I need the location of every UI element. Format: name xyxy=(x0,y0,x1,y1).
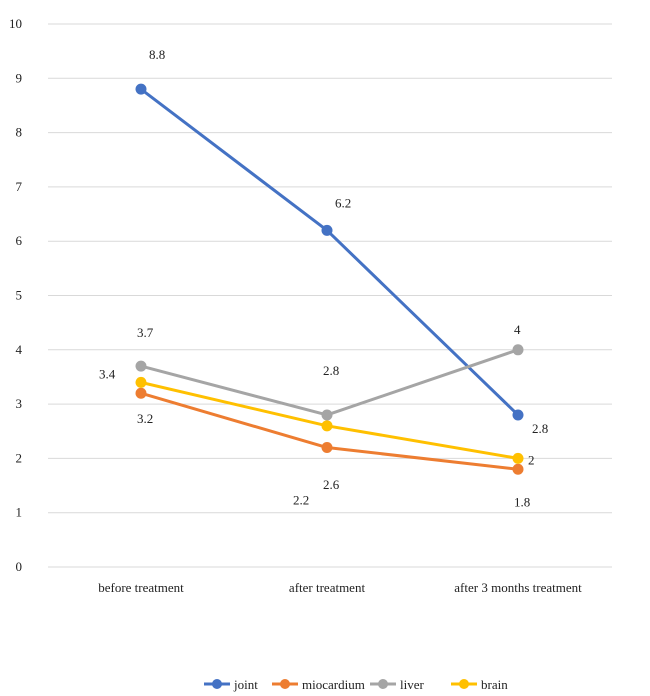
point-miocardium-1 xyxy=(321,442,333,454)
point-brain-0 xyxy=(135,376,147,388)
point-joint-1 xyxy=(321,224,333,236)
data-label-joint-2: 2.8 xyxy=(532,421,548,436)
data-label-brain-2: 2 xyxy=(528,452,535,467)
legend-swatch-marker-brain xyxy=(459,679,469,689)
data-label-brain-0: 3.4 xyxy=(99,366,116,381)
data-label-joint-0: 8.8 xyxy=(149,47,165,62)
x-axis: before treatment after treatment after 3 m… xyxy=(98,580,582,595)
point-miocardium-0 xyxy=(135,387,147,399)
data-label-brain-1: 2.6 xyxy=(323,477,340,492)
point-liver-0 xyxy=(135,360,147,372)
legend: joint miocardium liver brain xyxy=(204,677,508,692)
point-miocardium-2 xyxy=(512,463,524,475)
legend-swatch-marker-miocardium xyxy=(280,679,290,689)
legend-label-joint: joint xyxy=(233,677,258,692)
y-axis: 0 1 2 3 4 5 6 7 8 9 10 xyxy=(9,16,23,574)
gridlines xyxy=(48,23,612,568)
x-tick-label-0: before treatment xyxy=(98,580,184,595)
legend-item-joint: joint xyxy=(204,677,258,692)
y-tick-label-7: 7 xyxy=(16,179,23,194)
data-label-liver-0: 3.7 xyxy=(137,325,154,340)
data-label-miocardium-2: 1.8 xyxy=(514,494,530,509)
point-brain-1 xyxy=(321,420,333,432)
data-label-miocardium-1: 2.2 xyxy=(293,493,309,508)
point-joint-2 xyxy=(512,409,524,421)
y-tick-label-2: 2 xyxy=(16,450,23,465)
y-tick-label-3: 3 xyxy=(16,396,23,411)
series-lines xyxy=(135,83,524,475)
legend-item-brain: brain xyxy=(451,677,508,692)
legend-label-miocardium: miocardium xyxy=(302,677,365,692)
y-tick-label-4: 4 xyxy=(16,342,23,357)
point-brain-2 xyxy=(512,452,524,464)
legend-swatch-marker-joint xyxy=(212,679,222,689)
legend-swatch-marker-liver xyxy=(378,679,388,689)
data-label-joint-1: 6.2 xyxy=(335,195,351,210)
legend-item-liver: liver xyxy=(370,677,424,692)
y-tick-label-1: 1 xyxy=(16,505,23,520)
y-tick-label-5: 5 xyxy=(16,288,23,303)
point-liver-2 xyxy=(512,344,524,356)
x-tick-label-2: after 3 months treatment xyxy=(454,580,582,595)
y-tick-label-10: 10 xyxy=(9,16,22,31)
data-labels: 8.8 6.2 2.8 3.2 2.2 1.8 3.7 2.8 4 3.4 2.6 2 xyxy=(99,47,548,509)
data-label-liver-2: 4 xyxy=(514,322,521,337)
legend-label-brain: brain xyxy=(481,677,508,692)
y-tick-label-9: 9 xyxy=(16,70,23,85)
data-label-miocardium-0: 3.2 xyxy=(137,411,153,426)
legend-label-liver: liver xyxy=(400,677,424,692)
y-tick-label-6: 6 xyxy=(16,233,23,248)
point-joint-0 xyxy=(135,83,147,95)
legend-item-miocardium: miocardium xyxy=(272,677,365,692)
series-line-miocardium xyxy=(139,391,520,471)
y-tick-label-8: 8 xyxy=(16,125,23,140)
point-liver-1 xyxy=(321,409,333,421)
data-label-liver-1: 2.8 xyxy=(323,363,339,378)
x-tick-label-1: after treatment xyxy=(289,580,366,595)
y-tick-label-0: 0 xyxy=(16,559,23,574)
